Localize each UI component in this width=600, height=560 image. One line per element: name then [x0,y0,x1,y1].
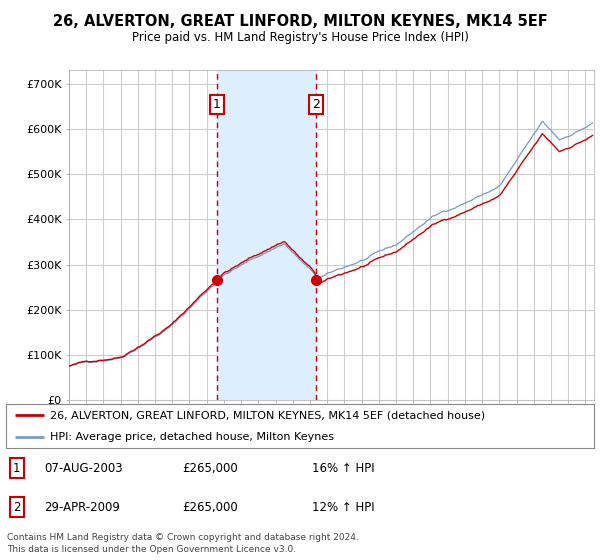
Text: 1: 1 [13,461,20,474]
Text: 29-APR-2009: 29-APR-2009 [44,501,120,514]
Text: HPI: Average price, detached house, Milton Keynes: HPI: Average price, detached house, Milt… [50,432,334,442]
Text: 1: 1 [213,98,221,111]
Text: £265,000: £265,000 [182,501,238,514]
Text: £265,000: £265,000 [182,461,238,474]
Text: 26, ALVERTON, GREAT LINFORD, MILTON KEYNES, MK14 5EF (detached house): 26, ALVERTON, GREAT LINFORD, MILTON KEYN… [50,410,485,420]
Text: 2: 2 [312,98,320,111]
Text: Contains HM Land Registry data © Crown copyright and database right 2024.
This d: Contains HM Land Registry data © Crown c… [7,533,359,554]
Text: 07-AUG-2003: 07-AUG-2003 [44,461,123,474]
Text: 2: 2 [13,501,20,514]
Text: 26, ALVERTON, GREAT LINFORD, MILTON KEYNES, MK14 5EF: 26, ALVERTON, GREAT LINFORD, MILTON KEYN… [53,14,547,29]
Text: 12% ↑ HPI: 12% ↑ HPI [312,501,374,514]
Text: 16% ↑ HPI: 16% ↑ HPI [312,461,374,474]
Bar [217,70,316,400]
Text: Price paid vs. HM Land Registry's House Price Index (HPI): Price paid vs. HM Land Registry's House … [131,31,469,44]
